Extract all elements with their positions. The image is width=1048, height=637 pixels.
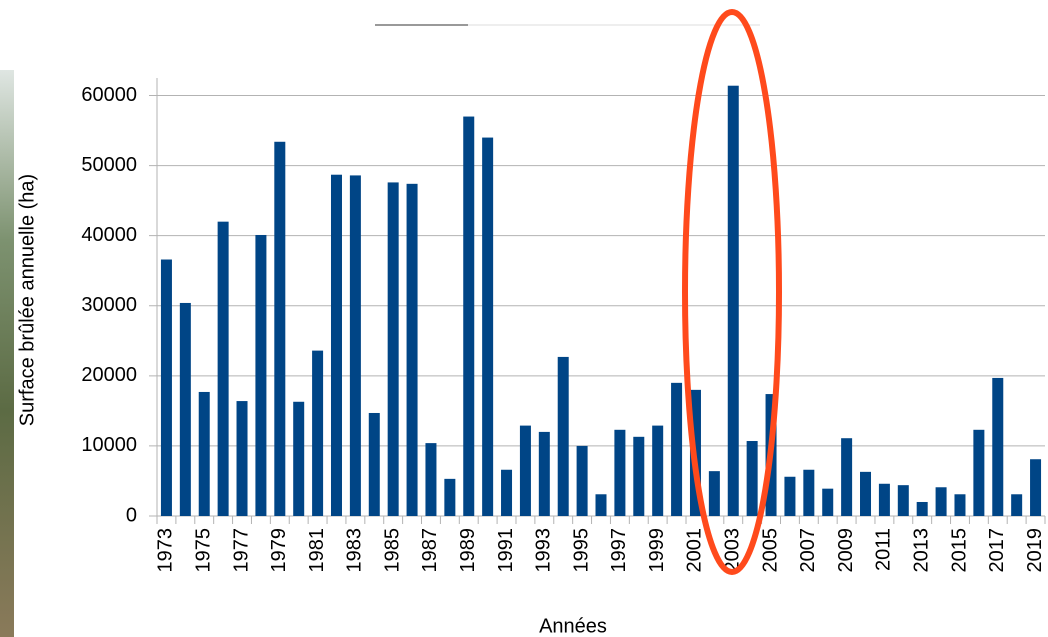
bar xyxy=(331,175,342,516)
bar xyxy=(936,487,947,516)
bar xyxy=(388,182,399,516)
x-tick-label: 2009 xyxy=(835,528,857,573)
x-tick-label: 2019 xyxy=(1024,528,1046,573)
x-axis-label: Années xyxy=(539,615,607,637)
x-tick-label: 1983 xyxy=(344,528,366,573)
bar xyxy=(312,351,323,516)
bar xyxy=(596,494,607,516)
x-tick-label: 2007 xyxy=(797,528,819,573)
x-tick-label: 1975 xyxy=(193,528,215,573)
bar xyxy=(520,426,531,516)
bar xyxy=(822,489,833,516)
y-tick-label: 60000 xyxy=(81,84,137,106)
y-axis-label: Surface brûlée annuelle (ha) xyxy=(16,174,38,426)
x-tick-label: 1991 xyxy=(495,528,517,573)
bar xyxy=(255,235,266,516)
bar xyxy=(860,472,871,516)
bar xyxy=(237,401,248,516)
x-tick-label: 1985 xyxy=(381,528,403,573)
x-tick-label: 1979 xyxy=(268,528,290,573)
x-tick-label: 1987 xyxy=(419,528,441,573)
bar xyxy=(898,485,909,516)
bar xyxy=(577,446,588,516)
y-tick-label: 20000 xyxy=(81,364,137,386)
x-tick-label: 1999 xyxy=(646,528,668,573)
bar xyxy=(954,494,965,516)
bar xyxy=(218,222,229,516)
bar xyxy=(784,477,795,516)
chart: Années Surface brûlée annuelle (ha) 0 100… xyxy=(0,0,1048,637)
bar xyxy=(803,470,814,516)
x-tick-label: 2001 xyxy=(684,528,706,573)
bar xyxy=(539,432,550,516)
bar xyxy=(501,470,512,516)
x-tick-label: 2005 xyxy=(759,528,781,573)
x-tick-label: 2013 xyxy=(910,528,932,573)
y-tick-label: 50000 xyxy=(81,154,137,176)
x-tick-label: 1993 xyxy=(533,528,555,573)
y-tick-label: 0 xyxy=(126,504,137,526)
bar xyxy=(274,142,285,516)
x-tick-label: 1995 xyxy=(570,528,592,573)
bar xyxy=(350,175,361,516)
y-tick-label: 30000 xyxy=(81,294,137,316)
x-tick-label: 2017 xyxy=(986,528,1008,573)
bar xyxy=(671,383,682,516)
bar xyxy=(747,441,758,516)
y-tick-label: 10000 xyxy=(81,434,137,456)
bar xyxy=(558,357,569,516)
y-tick-label: 40000 xyxy=(81,224,137,246)
x-tick-label: 1977 xyxy=(230,528,252,573)
bar xyxy=(463,117,474,516)
x-tick-label: 1981 xyxy=(306,528,328,573)
bar xyxy=(973,430,984,516)
x-tick-label: 2015 xyxy=(948,528,970,573)
x-tick-label: 1997 xyxy=(608,528,630,573)
bar xyxy=(293,402,304,516)
bar xyxy=(728,86,739,516)
bar xyxy=(992,378,1003,516)
bar xyxy=(614,430,625,516)
bar xyxy=(709,471,720,516)
x-tick-label: 1989 xyxy=(457,528,479,573)
bar xyxy=(161,260,172,516)
bar xyxy=(482,138,493,516)
bar xyxy=(369,413,380,516)
background-photo xyxy=(0,70,14,637)
bar xyxy=(425,443,436,516)
bar xyxy=(180,303,191,516)
x-tick-label: 2011 xyxy=(873,528,895,571)
bar xyxy=(199,392,210,516)
bar xyxy=(652,426,663,516)
bar xyxy=(444,479,455,516)
bar xyxy=(407,184,418,516)
bar xyxy=(633,437,644,516)
bar xyxy=(1011,494,1022,516)
bar xyxy=(879,484,890,516)
bar xyxy=(841,438,852,516)
x-tick-label: 1973 xyxy=(155,528,177,573)
bar xyxy=(1030,459,1041,516)
bar xyxy=(917,502,928,516)
